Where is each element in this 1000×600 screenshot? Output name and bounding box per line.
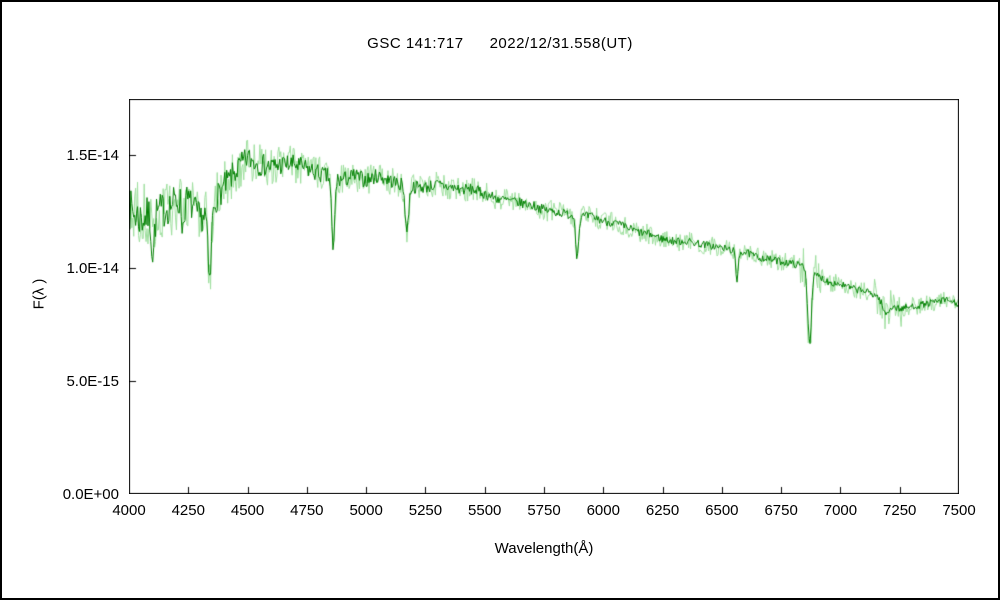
object-name: GSC 141:717 <box>367 35 464 52</box>
x-tick-label: 4000 <box>112 502 146 519</box>
x-tick-label: 6250 <box>645 502 680 519</box>
x-tick-label: 7500 <box>942 502 976 519</box>
x-tick-label: 4500 <box>230 502 265 519</box>
y-tick-label: 1.5E-14 <box>66 147 119 165</box>
x-tick-label: 7250 <box>883 502 917 519</box>
x-tick-label: 5500 <box>468 502 502 519</box>
x-tick-label: 7000 <box>823 502 858 519</box>
chart-title: GSC 141:717 2022/12/31.558(UT) <box>2 35 998 52</box>
x-tick-label: 5250 <box>408 502 443 519</box>
spectrum-canvas <box>129 99 959 494</box>
observation-datetime: 2022/12/31.558(UT) <box>489 35 633 52</box>
x-tick-label: 6750 <box>764 502 798 519</box>
x-tick-label: 4250 <box>171 502 205 519</box>
x-axis-label: Wavelength(Å) <box>494 540 594 557</box>
plot-area <box>129 99 959 494</box>
x-tick-label: 6500 <box>705 502 739 519</box>
y-axis-label: F(λ ) <box>30 278 48 310</box>
y-tick-label: 1.0E-14 <box>66 260 119 278</box>
x-tick-label: 6000 <box>586 502 620 519</box>
y-tick-label: 5.0E-15 <box>66 373 119 391</box>
x-tick-label: 5750 <box>527 502 561 519</box>
y-tick-label: 0.0E+00 <box>62 486 119 503</box>
x-tick-label: 4750 <box>290 502 324 519</box>
x-tick-label: 5000 <box>349 502 383 519</box>
